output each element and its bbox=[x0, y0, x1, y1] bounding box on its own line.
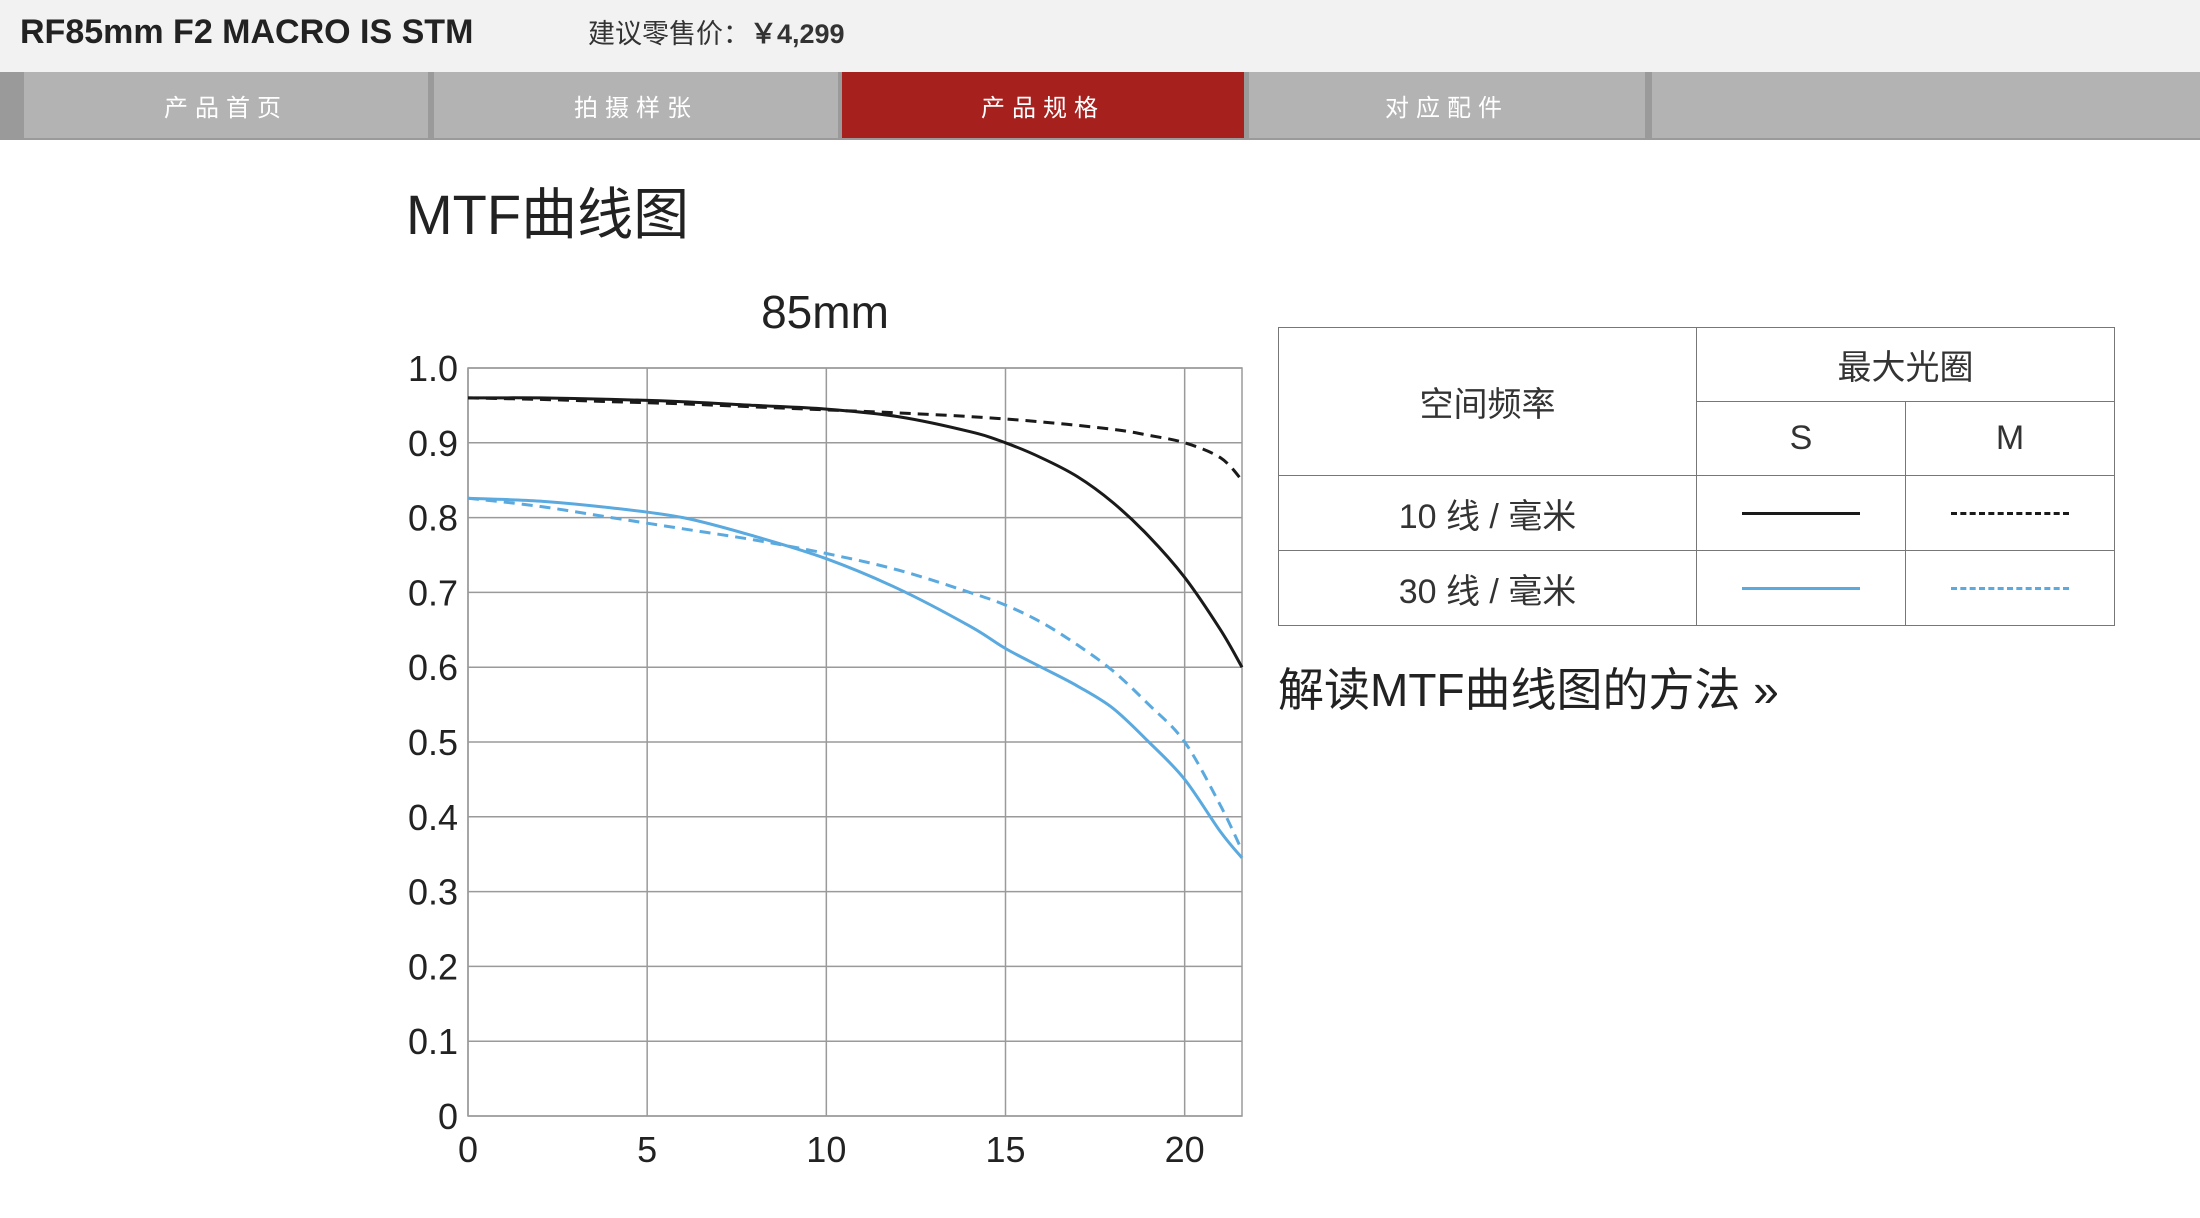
y-tick-label: 0.4 bbox=[408, 797, 458, 838]
x-tick-label: 5 bbox=[637, 1129, 657, 1170]
x-tick-label: 0 bbox=[458, 1129, 478, 1170]
row-30-label: 30 线 / 毫米 bbox=[1278, 550, 1697, 626]
tab-product-home[interactable]: 产品首页 bbox=[24, 72, 428, 138]
chart-ticks: 0 0.1 0.2 0.3 0.4 0.5 0.6 0.7 0.8 0.9 1.0 0 5 10 15 20 bbox=[408, 348, 1205, 1170]
x-tick-label: 20 bbox=[1165, 1129, 1205, 1170]
series-line-0 bbox=[467, 396, 1244, 668]
price-label: 建议零售价： bbox=[588, 19, 750, 49]
tab-product-specs[interactable]: 产品规格 bbox=[842, 72, 1244, 138]
legend-30-s bbox=[1696, 550, 1906, 626]
column-s-header: S bbox=[1696, 401, 1906, 476]
row-10-label: 10 线 / 毫米 bbox=[1278, 475, 1697, 551]
product-name: RF85mm F2 MACRO IS STM bbox=[20, 13, 474, 51]
x-tick-label: 15 bbox=[985, 1129, 1025, 1170]
section-title: MTF曲线图 bbox=[406, 183, 690, 246]
spatial-frequency-header: 空间频率 bbox=[1278, 327, 1697, 476]
y-tick-label: 0.9 bbox=[408, 423, 458, 464]
series-line-2 bbox=[467, 496, 1244, 859]
legend-10-m bbox=[1905, 475, 2115, 551]
dashed-black-line-sample bbox=[1951, 511, 2069, 515]
solid-blue-line-sample bbox=[1742, 586, 1860, 590]
y-tick-label: 1.0 bbox=[408, 348, 458, 389]
y-tick-label: 0.1 bbox=[408, 1021, 458, 1062]
mtf-guide-link[interactable]: 解读MTF曲线图的方法 » bbox=[1278, 664, 1779, 716]
y-tick-label: 0.8 bbox=[408, 498, 458, 539]
dashed-blue-line-sample bbox=[1951, 586, 2069, 590]
plot-frame bbox=[467, 367, 1243, 1117]
series-line-3 bbox=[467, 496, 1244, 852]
chart-series bbox=[467, 396, 1244, 859]
mtf-chart: 85mm 0 0.1 0.2 0.3 0.4 0.5 0.6 0.7 0.8 0.9 1.0 0 5 10… bbox=[408, 286, 1244, 1170]
price-info: 建议零售价：￥4,299 bbox=[588, 14, 845, 54]
y-tick-label: 0.3 bbox=[408, 872, 458, 913]
y-tick-label: 0 bbox=[438, 1096, 458, 1137]
tab-accessories[interactable]: 对应配件 bbox=[1249, 72, 1645, 138]
chart-grid bbox=[467, 367, 1243, 1117]
legend-10-s bbox=[1696, 475, 1906, 551]
solid-black-line-sample bbox=[1742, 511, 1860, 515]
tab-bar: 产品首页 拍摄样张 产品规格 对应配件 bbox=[0, 72, 2200, 140]
y-tick-label: 0.6 bbox=[408, 647, 458, 688]
y-tick-label: 0.7 bbox=[408, 572, 458, 613]
mtf-legend-table: 空间频率 最大光圈 S M 10 线 / 毫米 30 线 / 毫米 bbox=[1278, 327, 2115, 626]
top-bar: RF85mm F2 MACRO IS STM 建议零售价：￥4,299 bbox=[0, 0, 2200, 72]
column-m-header: M bbox=[1905, 401, 2115, 476]
x-tick-label: 10 bbox=[806, 1129, 846, 1170]
tab-bar-filler bbox=[1652, 72, 2200, 138]
chart-title: 85mm bbox=[761, 286, 889, 338]
max-aperture-header: 最大光圈 bbox=[1696, 327, 2115, 402]
price-value: ￥4,299 bbox=[750, 19, 845, 49]
y-tick-label: 0.2 bbox=[408, 946, 458, 987]
y-tick-label: 0.5 bbox=[408, 722, 458, 763]
tab-sample-photos[interactable]: 拍摄样张 bbox=[434, 72, 838, 138]
series-line-1 bbox=[467, 396, 1244, 482]
legend-30-m bbox=[1905, 550, 2115, 626]
